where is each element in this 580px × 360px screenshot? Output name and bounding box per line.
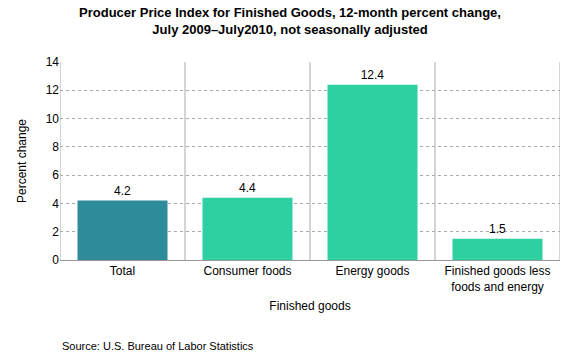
svg-text:Source: U.S. Bureau of Labor S: Source: U.S. Bureau of Labor Statistics xyxy=(62,340,254,352)
svg-text:4: 4 xyxy=(52,197,59,211)
svg-text:14: 14 xyxy=(46,55,60,69)
svg-text:6: 6 xyxy=(52,168,59,182)
svg-text:Finished goods lessfoods and e: Finished goods lessfoods and energy xyxy=(444,264,550,294)
svg-text:4.2: 4.2 xyxy=(114,184,131,198)
svg-text:Finished goods: Finished goods xyxy=(269,299,350,313)
svg-text:1.5: 1.5 xyxy=(489,222,506,236)
svg-text:4.4: 4.4 xyxy=(239,181,256,195)
svg-text:12: 12 xyxy=(46,83,60,97)
svg-text:12.4: 12.4 xyxy=(361,68,385,82)
svg-text:Producer Price Index for Finis: Producer Price Index for Finished Goods,… xyxy=(79,5,501,37)
svg-text:8: 8 xyxy=(52,140,59,154)
svg-text:Energy goods: Energy goods xyxy=(335,264,409,278)
svg-text:0: 0 xyxy=(52,253,59,267)
svg-text:10: 10 xyxy=(46,112,60,126)
svg-text:Consumer foods: Consumer foods xyxy=(203,264,291,278)
svg-text:2: 2 xyxy=(52,225,59,239)
svg-text:Percent change: Percent change xyxy=(15,119,29,203)
svg-text:Total: Total xyxy=(110,264,135,278)
